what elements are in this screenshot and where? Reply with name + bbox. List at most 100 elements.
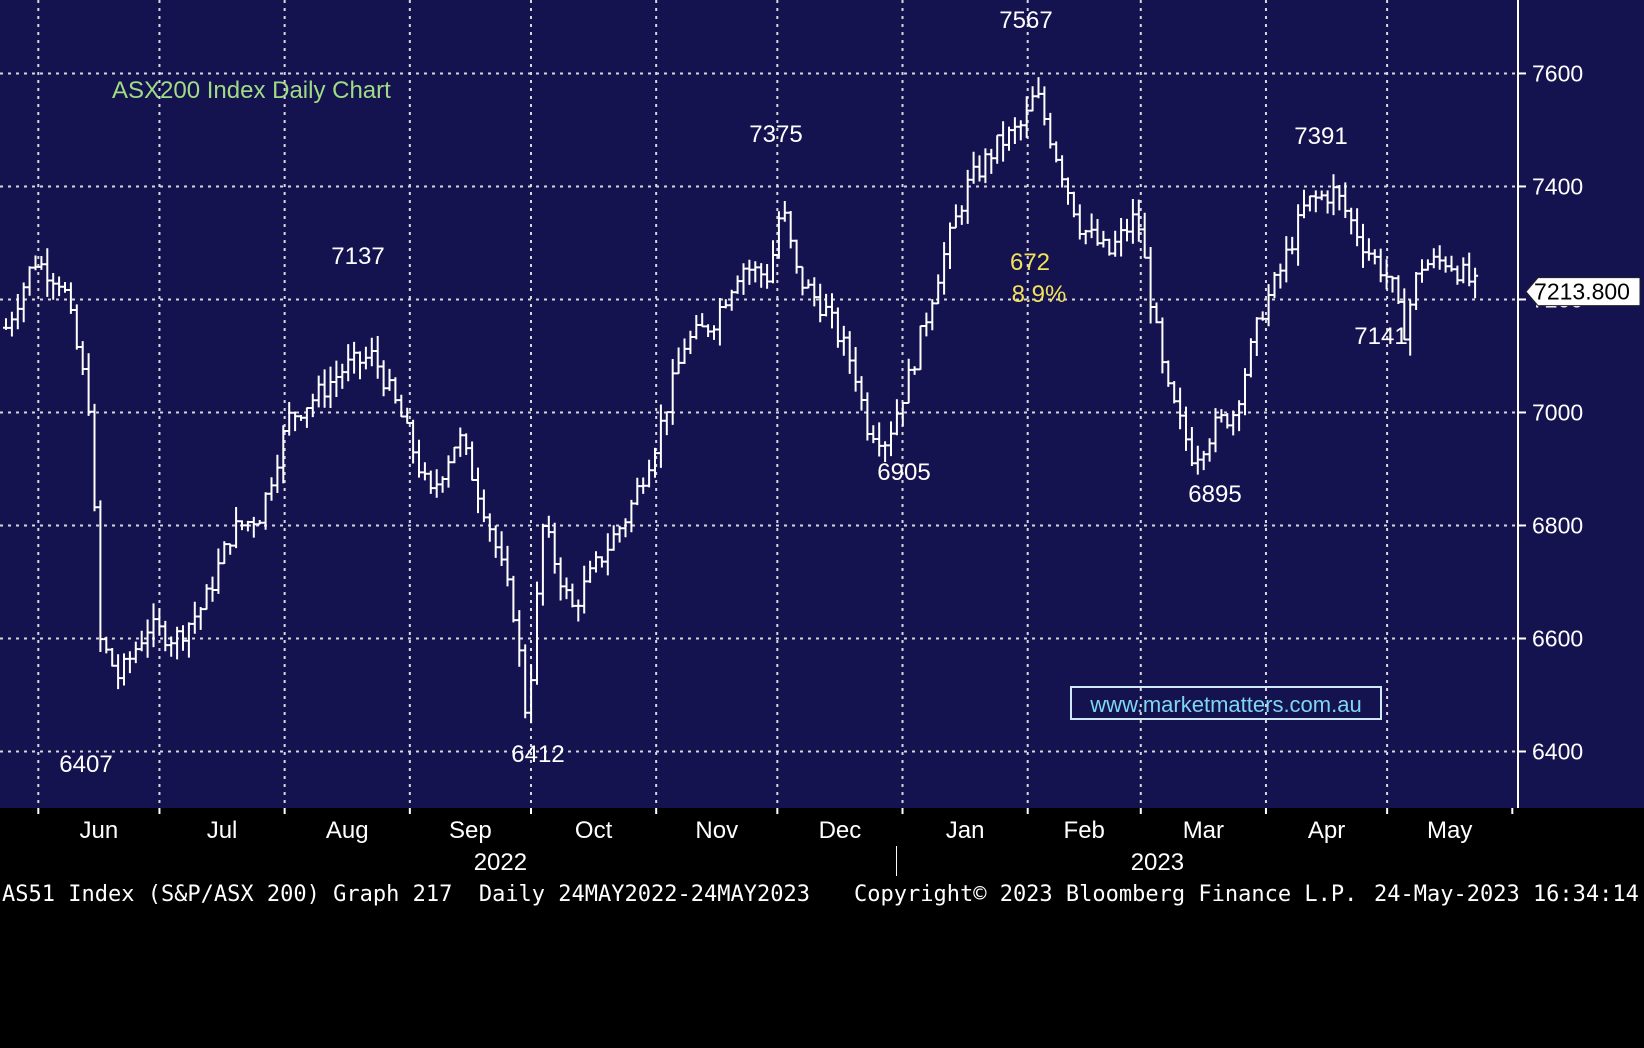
y-tick-label: 6800 [1532, 512, 1583, 538]
price-bar [746, 259, 753, 285]
annotation-label: 7137 [331, 243, 384, 270]
price-bar [1454, 265, 1461, 285]
y-tick-label: 7000 [1532, 399, 1583, 425]
price-bar [758, 263, 765, 288]
x-year-label: 2022 [474, 849, 527, 876]
price-bar [958, 205, 965, 225]
footer-timestamp: 24-May-2023 16:34:14 [1374, 882, 1639, 907]
price-bar [1277, 263, 1284, 289]
price-bar [534, 581, 540, 685]
x-month-label: Nov [695, 817, 738, 844]
price-bar [244, 520, 251, 532]
price-bar [1283, 236, 1290, 283]
annotation-label: 7567 [999, 7, 1052, 34]
y-axis-panel [1518, 0, 1644, 808]
price-bar [486, 513, 493, 542]
price-bar [1059, 155, 1066, 188]
price-bar [156, 608, 163, 636]
price-bar [386, 368, 393, 391]
price-bar [793, 239, 800, 274]
x-month-label: Sep [449, 817, 492, 844]
price-bar [1419, 259, 1425, 283]
price-bar [191, 601, 198, 634]
price-bar [504, 545, 511, 587]
price-bar [563, 577, 570, 600]
price-bar [1306, 195, 1313, 212]
price-bar [852, 347, 859, 392]
price-bar [947, 222, 953, 269]
price-bar [1318, 190, 1325, 201]
price-bar [1460, 257, 1467, 284]
price-bar [26, 266, 33, 296]
price-bar [1466, 252, 1473, 287]
price-bar [292, 411, 299, 432]
price-bar [1224, 413, 1231, 429]
price-bar [829, 293, 835, 329]
price-bar [1271, 272, 1278, 299]
price-bar [368, 337, 375, 367]
price-bar [73, 304, 80, 350]
price-bar [14, 294, 21, 330]
price-bar [970, 151, 977, 184]
price-bar [274, 454, 281, 493]
price-bar [1289, 236, 1296, 255]
price-bar [876, 422, 883, 457]
price-bar [1342, 182, 1349, 218]
price-bar [752, 261, 759, 283]
price-bar [917, 325, 924, 371]
price-bar [1188, 427, 1195, 466]
price-bar [823, 293, 830, 317]
price-bar [327, 366, 334, 408]
price-bar [439, 476, 446, 493]
price-bar [657, 404, 664, 468]
price-bar [1000, 121, 1007, 162]
price-bar [1348, 207, 1355, 235]
price-bar [475, 467, 481, 514]
price-bar [144, 619, 151, 658]
price-bar [1206, 438, 1213, 462]
price-bar [1472, 267, 1479, 299]
price-bar [646, 459, 653, 488]
price-bar [1135, 199, 1142, 242]
x-month-label: Jul [207, 817, 238, 844]
price-bar [870, 425, 877, 444]
x-month-label: May [1427, 817, 1472, 844]
price-bar [557, 557, 564, 601]
price-bar [551, 522, 558, 574]
price-bar [988, 148, 995, 174]
price-bar [734, 275, 741, 294]
price-bar [1094, 219, 1101, 246]
price-bar [1413, 272, 1420, 310]
price-bar [1247, 338, 1254, 378]
price-bar [1324, 190, 1331, 214]
price-bar [345, 344, 352, 382]
last-price-tag [1525, 277, 1641, 307]
price-bar [233, 507, 240, 549]
x-month-label: Oct [575, 817, 613, 844]
price-bar [1112, 230, 1119, 257]
x-month-label: Mar [1183, 817, 1224, 844]
price-bar [268, 477, 275, 501]
footer-copyright: Copyright© 2023 Bloomberg Finance L.P. [854, 882, 1358, 907]
price-bar [1011, 117, 1018, 144]
price-bar [298, 415, 304, 421]
price-bar [693, 315, 700, 340]
price-bar [622, 518, 629, 538]
price-bar [1330, 174, 1337, 216]
x-month-label: Feb [1064, 817, 1105, 844]
price-bar [250, 516, 257, 538]
price-bar [380, 360, 387, 397]
price-bar [675, 347, 682, 375]
price-bar [935, 274, 942, 305]
price-bar [964, 169, 971, 224]
price-bar [351, 341, 358, 374]
price-bar [1218, 409, 1225, 423]
price-bar [1082, 229, 1089, 245]
price-bar [994, 134, 1001, 164]
price-bar [669, 359, 676, 425]
price-bar [132, 641, 139, 664]
watermark[interactable]: www.marketmatters.com.au [1070, 686, 1382, 720]
price-bar [976, 155, 983, 182]
price-bar [62, 282, 68, 293]
price-bar [44, 248, 51, 297]
